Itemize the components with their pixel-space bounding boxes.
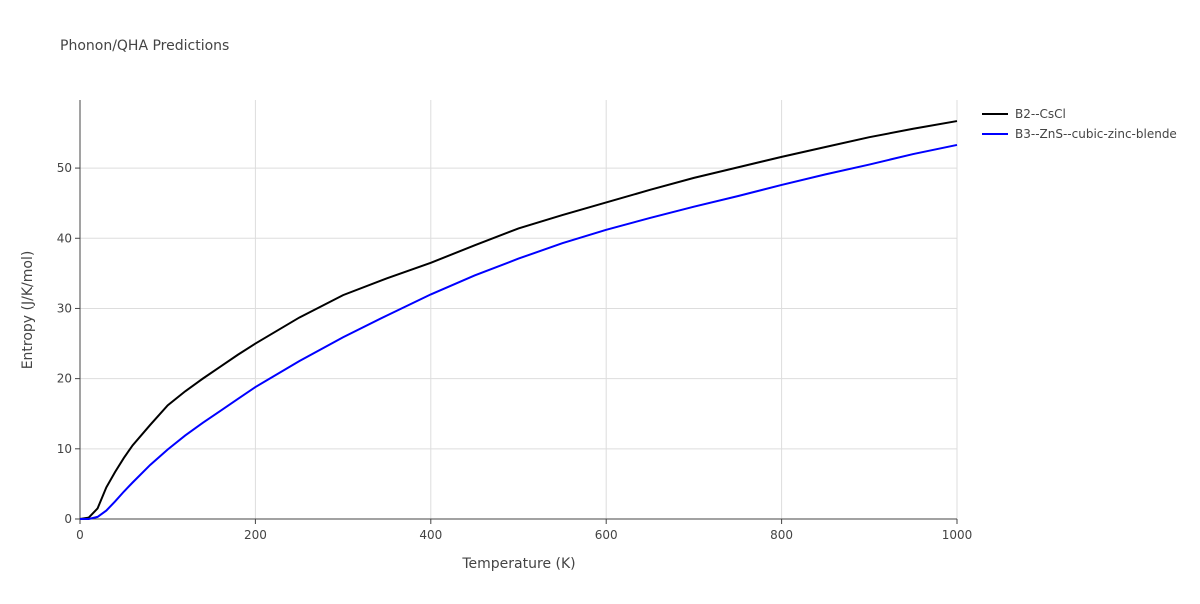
x-tick-label: 200	[244, 528, 267, 542]
x-tick-label: 400	[419, 528, 442, 542]
y-tick-label: 20	[57, 372, 72, 386]
x-tick-label: 0	[76, 528, 84, 542]
line-series	[79, 120, 958, 520]
y-tick-label: 30	[57, 301, 72, 315]
legend-label: B2--CsCl	[1015, 107, 1066, 121]
legend-label: B3--ZnS--cubic-zinc-blende	[1015, 127, 1177, 141]
chart-title: Phonon/QHA Predictions	[60, 38, 229, 54]
y-tick-label: 50	[57, 161, 72, 175]
y-tick-label: 0	[64, 512, 72, 526]
x-tick-label: 1000	[942, 528, 973, 542]
y-tick-label: 40	[57, 231, 72, 245]
x-tick-label: 600	[595, 528, 618, 542]
x-axis-label: Temperature (K)	[461, 556, 575, 572]
line-series	[80, 143, 958, 520]
y-tick-label: 10	[57, 442, 72, 456]
y-axis-label: Entropy (J/K/mol)	[20, 251, 36, 370]
x-tick-label: 800	[770, 528, 793, 542]
